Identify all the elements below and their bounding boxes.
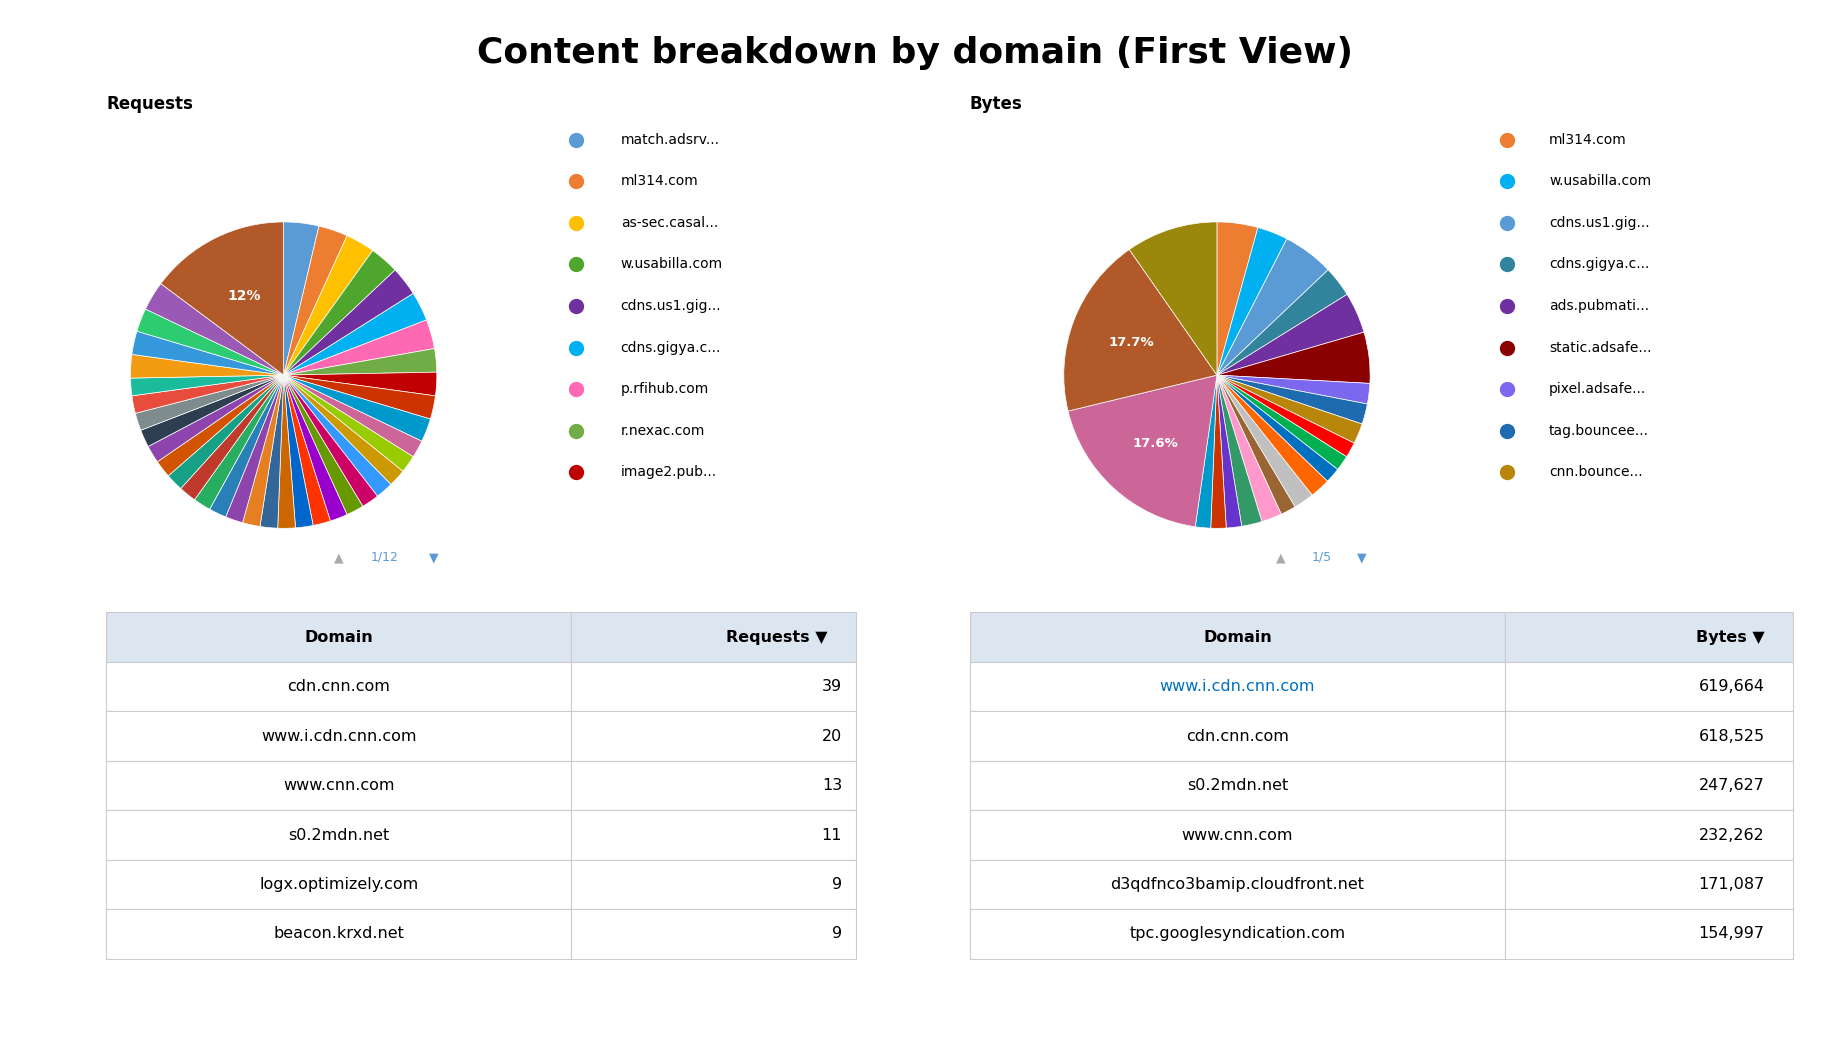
Wedge shape <box>284 235 373 375</box>
Text: match.adsrv...: match.adsrv... <box>620 132 719 147</box>
Wedge shape <box>1129 222 1217 375</box>
Text: as-sec.casal...: as-sec.casal... <box>620 216 717 230</box>
Text: ml314.com: ml314.com <box>1548 132 1627 147</box>
Text: ▼: ▼ <box>1356 551 1367 564</box>
Wedge shape <box>1217 227 1286 375</box>
Wedge shape <box>168 375 284 489</box>
Wedge shape <box>181 375 284 500</box>
Text: cdns.gigya.c...: cdns.gigya.c... <box>620 341 721 354</box>
Wedge shape <box>1217 375 1338 481</box>
Text: 1/12: 1/12 <box>370 551 399 564</box>
Wedge shape <box>130 354 284 378</box>
Wedge shape <box>1217 375 1263 526</box>
Wedge shape <box>284 375 392 496</box>
Wedge shape <box>1217 375 1347 470</box>
Wedge shape <box>1217 295 1363 375</box>
Wedge shape <box>194 375 284 510</box>
Text: 1/5: 1/5 <box>1312 551 1330 564</box>
Wedge shape <box>1217 270 1347 375</box>
Wedge shape <box>1063 249 1217 412</box>
Wedge shape <box>1217 332 1371 383</box>
Wedge shape <box>284 375 331 525</box>
Text: ads.pubmati...: ads.pubmati... <box>1548 299 1649 313</box>
Text: 12%: 12% <box>227 289 260 303</box>
Wedge shape <box>284 270 414 375</box>
Wedge shape <box>284 375 430 441</box>
Text: cdns.gigya.c...: cdns.gigya.c... <box>1548 257 1649 271</box>
Text: p.rfihub.com: p.rfihub.com <box>620 382 708 396</box>
Wedge shape <box>284 375 423 456</box>
Wedge shape <box>284 226 348 375</box>
Wedge shape <box>1217 375 1367 424</box>
Wedge shape <box>1217 375 1362 443</box>
Wedge shape <box>1217 239 1329 375</box>
Text: static.adsafe...: static.adsafe... <box>1548 341 1652 354</box>
Wedge shape <box>1217 375 1327 495</box>
Wedge shape <box>284 375 403 485</box>
Wedge shape <box>1217 375 1312 506</box>
Wedge shape <box>1069 375 1217 527</box>
Text: Content breakdown by domain (First View): Content breakdown by domain (First View) <box>478 36 1352 71</box>
Wedge shape <box>284 222 318 375</box>
Text: ▼: ▼ <box>428 551 439 564</box>
Wedge shape <box>284 375 377 506</box>
Text: 17.6%: 17.6% <box>1133 437 1179 449</box>
Text: Requests: Requests <box>106 96 192 114</box>
Wedge shape <box>284 375 313 528</box>
Text: ▲: ▲ <box>1276 551 1286 564</box>
Wedge shape <box>284 375 414 471</box>
Wedge shape <box>1217 375 1371 404</box>
Wedge shape <box>260 375 284 528</box>
Wedge shape <box>157 375 284 476</box>
Text: 17.7%: 17.7% <box>1109 337 1155 349</box>
Text: cdns.us1.gig...: cdns.us1.gig... <box>1548 216 1649 230</box>
Wedge shape <box>284 250 395 375</box>
Wedge shape <box>1217 375 1243 528</box>
Wedge shape <box>1217 375 1281 522</box>
Wedge shape <box>1211 375 1226 528</box>
Wedge shape <box>284 375 362 515</box>
Wedge shape <box>145 283 284 375</box>
Wedge shape <box>225 375 284 523</box>
Wedge shape <box>135 375 284 430</box>
Text: image2.pub...: image2.pub... <box>620 465 717 479</box>
Wedge shape <box>132 331 284 375</box>
Text: w.usabilla.com: w.usabilla.com <box>1548 174 1651 189</box>
Wedge shape <box>1217 375 1354 456</box>
Wedge shape <box>284 375 436 419</box>
Wedge shape <box>161 222 284 375</box>
Wedge shape <box>141 375 284 447</box>
Text: pixel.adsafe...: pixel.adsafe... <box>1548 382 1647 396</box>
Text: cdns.us1.gig...: cdns.us1.gig... <box>620 299 721 313</box>
Wedge shape <box>284 375 348 521</box>
Text: r.nexac.com: r.nexac.com <box>620 424 705 438</box>
Wedge shape <box>284 372 437 396</box>
Wedge shape <box>284 348 437 375</box>
Wedge shape <box>1217 222 1257 375</box>
Wedge shape <box>137 309 284 375</box>
Wedge shape <box>1217 375 1296 514</box>
Wedge shape <box>210 375 284 517</box>
Text: w.usabilla.com: w.usabilla.com <box>620 257 723 271</box>
Wedge shape <box>148 375 284 462</box>
Text: cnn.bounce...: cnn.bounce... <box>1548 465 1643 479</box>
Wedge shape <box>132 375 284 414</box>
Text: Bytes: Bytes <box>970 96 1023 114</box>
Wedge shape <box>130 375 284 396</box>
Wedge shape <box>284 294 426 375</box>
Text: tag.bouncee...: tag.bouncee... <box>1548 424 1649 438</box>
Text: ml314.com: ml314.com <box>620 174 699 189</box>
Wedge shape <box>284 320 434 375</box>
Text: ▲: ▲ <box>333 551 344 564</box>
Wedge shape <box>1195 375 1217 528</box>
Wedge shape <box>278 375 295 528</box>
Wedge shape <box>243 375 284 526</box>
